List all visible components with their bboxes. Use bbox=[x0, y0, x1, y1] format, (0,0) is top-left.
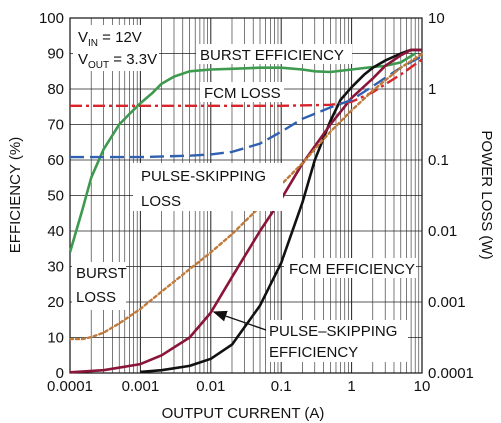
tick-labels: 0.0001 0.001 0.01 0.1 1 100102030405060708090… bbox=[39, 10, 474, 395]
label-pulse-skipping-loss-2: LOSS bbox=[141, 193, 181, 210]
y-right-tick-label: 0.0001 bbox=[428, 365, 474, 382]
label-burst-efficiency: BURST EFFICIENCY bbox=[200, 47, 344, 64]
vout-condition: VOUT = 3.3V bbox=[78, 51, 157, 71]
y-left-tick-label: 20 bbox=[47, 294, 64, 311]
label-bg-burst-efficiency bbox=[196, 44, 352, 64]
label-fcm-efficiency: FCM EFFICIENCY bbox=[289, 261, 415, 278]
series-burst-efficiency bbox=[68, 52, 416, 253]
y-right-tick-label: 0.001 bbox=[428, 294, 466, 311]
y-right-tick-label: 0.01 bbox=[428, 223, 457, 240]
y-left-tick-label: 100 bbox=[39, 10, 64, 27]
y-left-tick-label: 30 bbox=[47, 259, 64, 276]
y-left-tick-label: 0 bbox=[56, 365, 64, 382]
label-bg-burst-loss bbox=[72, 262, 126, 310]
x-tick-label: 0.0001 bbox=[47, 378, 93, 395]
series-burst-loss bbox=[68, 52, 424, 341]
label-pulse-skipping-loss-1: PULSE-SKIPPING bbox=[141, 168, 266, 185]
y-left-tick-label: 60 bbox=[47, 152, 64, 169]
series-fcm-loss bbox=[70, 58, 423, 107]
label-bg-fcm-efficiency bbox=[284, 258, 416, 278]
label-pulse-skipping-efficiency-2: EFFICIENCY bbox=[269, 344, 358, 361]
x-tick-label: 1 bbox=[347, 378, 355, 395]
x-tick-label: 0.1 bbox=[271, 378, 292, 395]
label-burst-loss-1: BURST bbox=[76, 265, 127, 282]
label-bg-pulse-skipping-efficiency bbox=[266, 320, 408, 362]
vin-condition: VIN = 12V bbox=[78, 29, 142, 49]
y-right-axis-title: POWER LOSS (W) bbox=[478, 130, 495, 259]
y-left-tick-label: 10 bbox=[47, 330, 64, 347]
y-left-tick-label: 90 bbox=[47, 46, 64, 63]
x-tick-label: 0.01 bbox=[196, 378, 225, 395]
y-left-tick-label: 40 bbox=[47, 223, 64, 240]
y-left-tick-label: 50 bbox=[47, 188, 64, 205]
conditions-box bbox=[73, 25, 159, 71]
y-right-tick-label: 10 bbox=[428, 10, 445, 27]
x-tick-label: 10 bbox=[414, 378, 431, 395]
y-left-tick-label: 70 bbox=[47, 117, 64, 134]
pulse-skipping-efficiency-arrow bbox=[212, 310, 267, 331]
y-right-tick-label: 1 bbox=[428, 81, 436, 98]
x-axis-title: OUTPUT CURRENT (A) bbox=[162, 405, 325, 422]
y-left-axis-title: EFFICIENCY (%) bbox=[7, 137, 24, 253]
label-bg-fcm-loss bbox=[200, 82, 284, 102]
x-tick-label: 0.001 bbox=[122, 378, 160, 395]
label-burst-loss-2: LOSS bbox=[76, 289, 116, 306]
label-pulse-skipping-efficiency-1: PULSE–SKIPPING bbox=[269, 323, 397, 340]
y-left-tick-label: 80 bbox=[47, 81, 64, 98]
plot-frame bbox=[69, 17, 423, 374]
label-fcm-loss: FCM LOSS bbox=[204, 85, 281, 102]
y-right-tick-label: 0.1 bbox=[428, 152, 449, 169]
label-bg-pulse-skipping-loss bbox=[133, 163, 283, 211]
